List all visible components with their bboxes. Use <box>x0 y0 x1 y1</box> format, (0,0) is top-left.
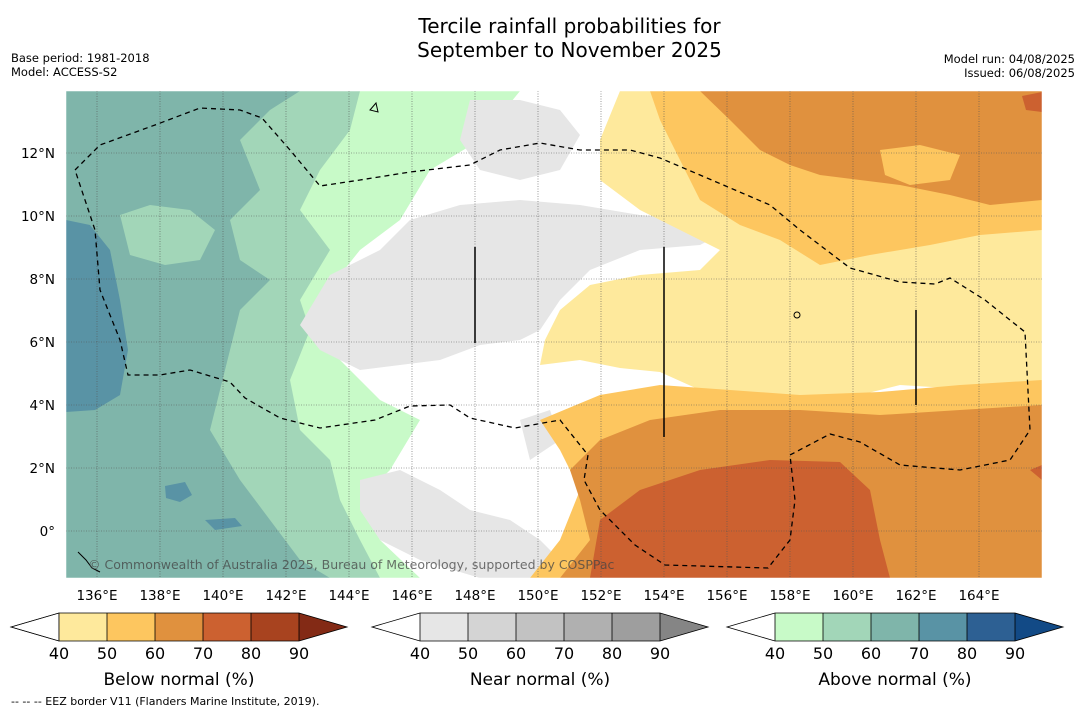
model-run-date: Model run: 04/08/2025 <box>943 52 1075 66</box>
lon-labels: 136°E 138°E 140°E 142°E 144°E 146°E 148°… <box>76 588 999 604</box>
below-70-patch-2 <box>1030 465 1042 480</box>
lon-label: 158°E <box>769 588 810 604</box>
lon-label: 160°E <box>832 588 873 604</box>
cb-near-swatch-5 <box>612 613 660 641</box>
cb-near-tick: 60 <box>506 644 526 663</box>
lat-label: 2°N <box>30 461 55 477</box>
cb-above-tick: 80 <box>957 644 977 663</box>
cb-below-label: Below normal (%) <box>104 670 255 690</box>
cb-above-tick: 50 <box>813 644 833 663</box>
model-name: Model: ACCESS-S2 <box>11 65 118 79</box>
cb-below-swatch-2 <box>107 613 155 641</box>
below-70-region <box>590 460 890 578</box>
cb-near-tick: 90 <box>650 644 670 663</box>
cb-below-tick: 80 <box>241 644 261 663</box>
lon-label: 136°E <box>76 588 117 604</box>
meta-right: Model run: 04/08/2025 Issued: 06/08/2025 <box>944 52 1075 80</box>
lon-label: 152°E <box>580 588 621 604</box>
title-line-1: Tercile rainfall probabilities for <box>418 14 721 38</box>
cb-below-swatch-3 <box>155 613 203 641</box>
lat-label: 4°N <box>30 398 55 414</box>
map-panel[interactable] <box>66 91 1042 578</box>
lat-label: 8°N <box>30 272 55 288</box>
cb-above-swatch-2 <box>823 613 871 641</box>
cb-near-tick: 50 <box>458 644 478 663</box>
lon-label: 150°E <box>517 588 558 604</box>
above-70-patch-1 <box>120 205 215 265</box>
below-60-region <box>700 91 1042 205</box>
colorbar-near-normal: 40 50 60 70 80 90 Near normal (%) <box>370 612 710 690</box>
cb-below-tick: 90 <box>289 644 309 663</box>
cb-above-arrow-low <box>727 613 775 641</box>
near-50-region-3 <box>360 470 560 578</box>
cb-below-swatch-5 <box>251 613 299 641</box>
cb-above-tick: 60 <box>861 644 881 663</box>
cb-above-tick: 90 <box>1005 644 1025 663</box>
cb-above-swatch-1 <box>775 613 823 641</box>
lon-label: 156°E <box>706 588 747 604</box>
base-period: Base period: 1981-2018 <box>11 51 150 65</box>
cb-near-tick: 80 <box>602 644 622 663</box>
cb-below-swatch-4 <box>203 613 251 641</box>
cb-near-swatch-2 <box>468 613 516 641</box>
lon-label: 144°E <box>328 588 369 604</box>
title-line-2: September to November 2025 <box>417 38 722 62</box>
colorbar-above-normal: 40 50 60 70 80 90 Above normal (%) <box>725 612 1065 690</box>
lon-label: 140°E <box>202 588 243 604</box>
lat-label: 10°N <box>21 209 55 225</box>
lat-label: 0° <box>40 524 55 540</box>
near-50-region-2 <box>460 100 580 180</box>
cb-above-label: Above normal (%) <box>818 670 971 690</box>
lat-labels: 12°N 10°N 8°N 6°N 4°N 2°N 0° <box>21 146 55 540</box>
copyright-notice: © Commonwealth of Australia 2025, Bureau… <box>88 557 615 572</box>
lon-label: 138°E <box>139 588 180 604</box>
colorbar-below-normal: 40 50 60 70 80 90 Below normal (%) <box>9 612 349 690</box>
cb-below-tick: 70 <box>193 644 213 663</box>
cb-below-arrow-high <box>299 613 347 641</box>
cb-below-tick: 60 <box>145 644 165 663</box>
above-80-patch <box>165 482 192 502</box>
cb-near-tick: 40 <box>410 644 430 663</box>
meta-left: Base period: 1981-2018 Model: ACCESS-S2 <box>11 51 150 79</box>
eez-footnote: -- -- -- EEZ border V11 (Flanders Marine… <box>11 695 320 708</box>
lat-label: 12°N <box>21 146 55 162</box>
cb-near-arrow-low <box>372 613 420 641</box>
lon-label: 154°E <box>643 588 684 604</box>
cb-near-arrow-high <box>660 613 708 641</box>
land-marks <box>77 101 917 573</box>
lon-label: 164°E <box>958 588 999 604</box>
cb-below-tick: 40 <box>49 644 69 663</box>
eez-border <box>74 107 1031 569</box>
cb-near-swatch-4 <box>564 613 612 641</box>
lon-label: 162°E <box>895 588 936 604</box>
cb-near-tick: 70 <box>554 644 574 663</box>
cb-above-swatch-4 <box>919 613 967 641</box>
cb-above-swatch-3 <box>871 613 919 641</box>
lon-label: 142°E <box>265 588 306 604</box>
cb-below-swatch-1 <box>59 613 107 641</box>
cb-below-tick: 50 <box>97 644 117 663</box>
below-40-patch <box>880 145 960 185</box>
lon-label: 146°E <box>391 588 432 604</box>
below-70-patch <box>1022 92 1042 112</box>
cb-above-tick: 40 <box>765 644 785 663</box>
cb-near-swatch-1 <box>420 613 468 641</box>
cb-below-arrow-low <box>9 612 60 642</box>
lat-label: 6°N <box>30 335 55 351</box>
issued-date: Issued: 06/08/2025 <box>964 66 1075 80</box>
lon-label: 148°E <box>454 588 495 604</box>
map-title: Tercile rainfall probabilities for Septe… <box>0 14 1085 62</box>
cb-above-tick: 70 <box>909 644 929 663</box>
cb-near-swatch-3 <box>516 613 564 641</box>
above-80-patch-2 <box>205 518 242 530</box>
cb-above-arrow-high <box>1015 613 1063 641</box>
cb-above-swatch-5 <box>967 613 1015 641</box>
map-frame <box>65 90 1043 579</box>
cb-near-label: Near normal (%) <box>470 670 610 690</box>
near-50-region-1 <box>300 200 725 370</box>
